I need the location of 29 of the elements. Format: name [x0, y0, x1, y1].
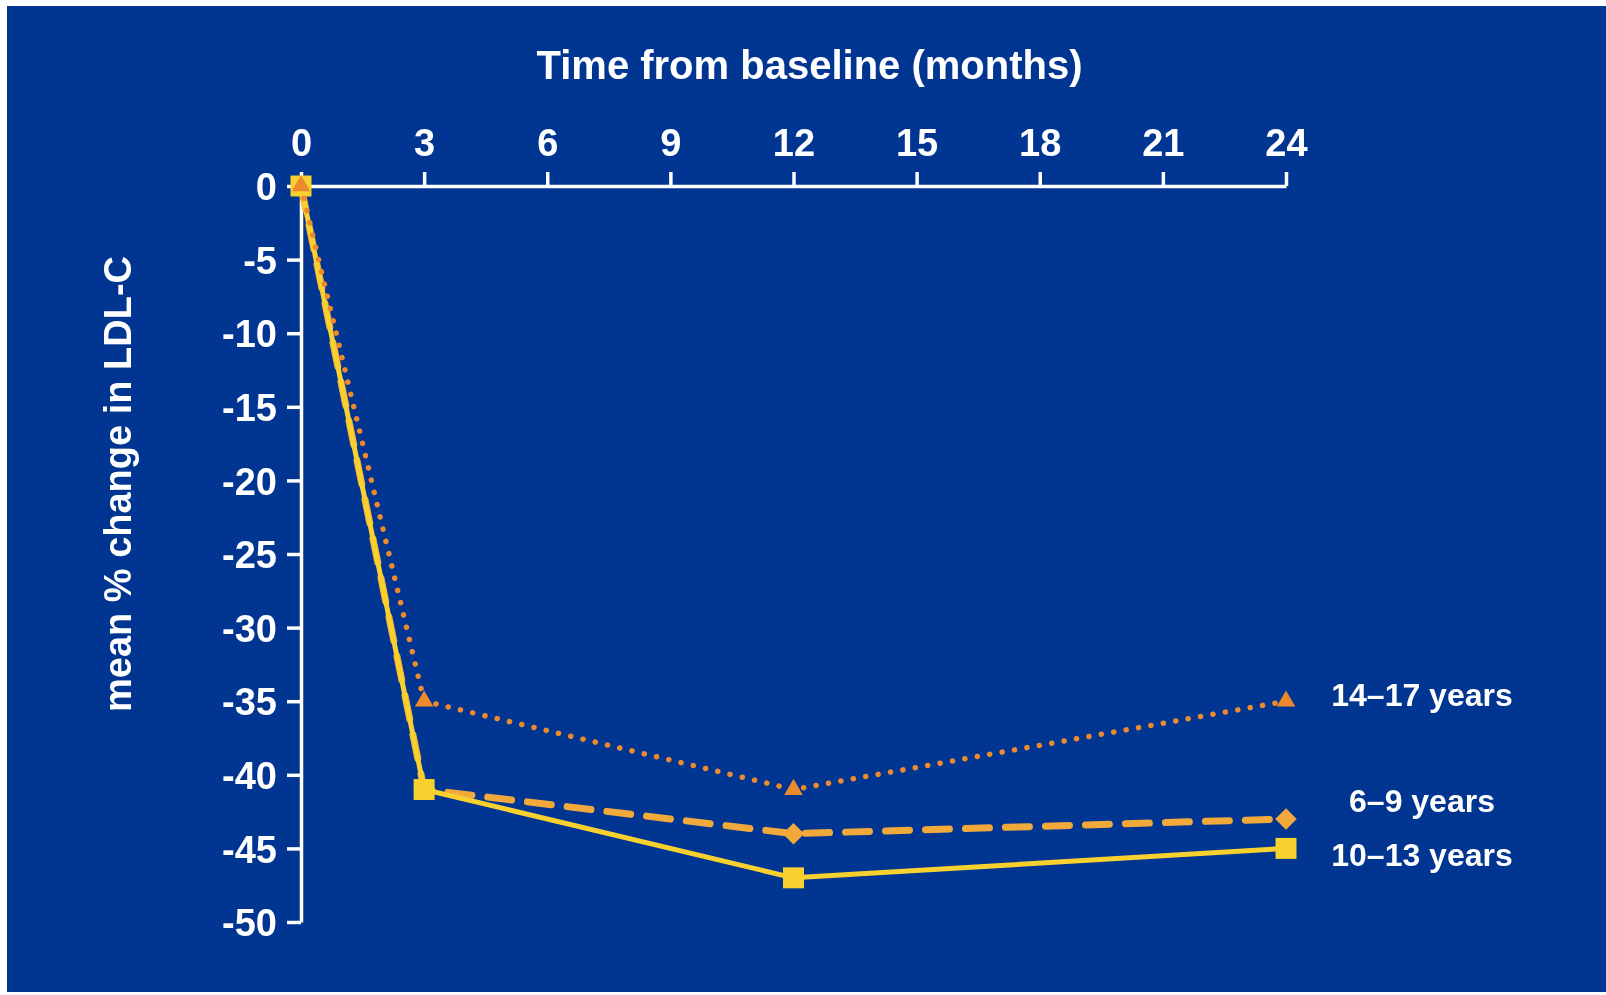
- y-tick-label: -5: [243, 239, 277, 282]
- point: [783, 867, 804, 889]
- y-tick-label: -50: [222, 902, 277, 945]
- x-tick-label: 12: [772, 122, 816, 164]
- point: [1275, 808, 1297, 830]
- y-tick-label: -35: [222, 681, 277, 724]
- y-tick-label: -30: [222, 607, 277, 650]
- y-tick-label: -25: [222, 534, 277, 577]
- series-label: 14–17 years: [1331, 677, 1513, 714]
- y-axis-title: mean % change in LDL-C: [97, 255, 139, 713]
- x-tick-label: 6: [537, 122, 559, 164]
- series-label: 6–9 years: [1349, 782, 1495, 819]
- x-tick-label: 24: [1265, 122, 1308, 164]
- x-tick-label: 3: [414, 122, 436, 164]
- point: [1275, 837, 1297, 859]
- series-label: 10–13 years: [1331, 836, 1513, 873]
- x-tick-label: 21: [1142, 122, 1185, 164]
- x-tick-label: 18: [1019, 122, 1062, 164]
- x-tick-label: 15: [895, 122, 939, 164]
- x-tick-label: 9: [660, 122, 682, 164]
- y-tick-label: -45: [222, 828, 277, 871]
- y-tick-label: -20: [222, 460, 277, 503]
- point: [782, 822, 805, 845]
- y-tick-label: -10: [222, 313, 277, 356]
- x-tick-label: 0: [290, 122, 313, 164]
- y-tick-label: -40: [222, 754, 277, 797]
- y-tick-label: 0: [255, 166, 277, 209]
- x-axis-title: Time from baseline (months): [536, 43, 1083, 87]
- y-tick-label: -15: [222, 386, 277, 429]
